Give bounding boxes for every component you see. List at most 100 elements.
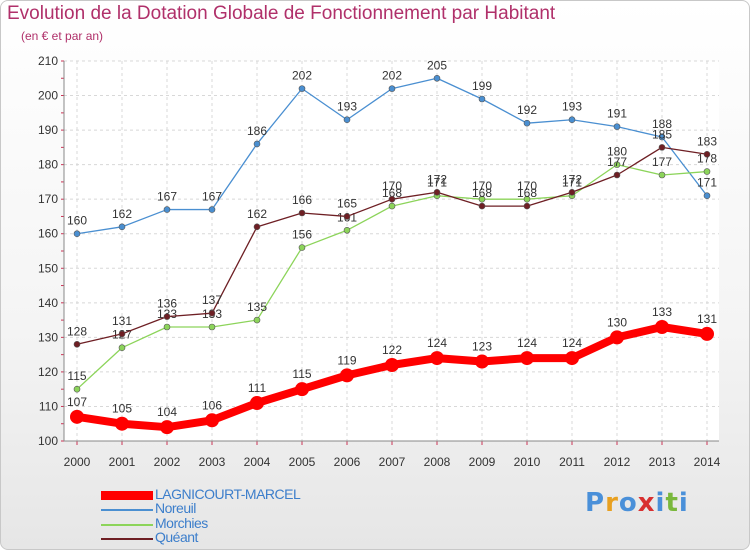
y-tick-label-180: 180 [38, 158, 58, 172]
y-tick-label-110: 110 [39, 399, 58, 413]
data-point-lagnicourt-marcel-2007 [385, 358, 399, 372]
y-tick-label-170: 170 [38, 192, 58, 206]
legend-item-lagnicourt-marcel: LAGNICOURT-MARCEL [101, 486, 361, 503]
data-point-lagnicourt-marcel-2008 [430, 351, 444, 366]
data-point-lagnicourt-marcel-2000 [70, 409, 84, 424]
data-point-lagnicourt-marcel-2004 [250, 396, 264, 410]
data-point-noreuil-2005 [298, 85, 306, 92]
data-point-noreuil-2003 [208, 206, 216, 213]
data-point-morchies-2010 [523, 195, 531, 203]
data-label-qu-ant-2007: 170 [382, 179, 402, 193]
data-label-noreuil-2000: 160 [67, 214, 87, 228]
data-label-noreuil-2005: 202 [292, 69, 312, 83]
x-tick-label-2005: 2005 [289, 455, 316, 469]
y-tick-label-210: 210 [38, 54, 58, 68]
data-point-morchies-2012 [613, 161, 621, 168]
data-point-noreuil-2008 [433, 74, 441, 82]
x-tick-label-2006: 2006 [334, 455, 361, 469]
data-label-lagnicourt-marcel-2009: 123 [472, 340, 492, 354]
data-point-noreuil-2013 [658, 133, 666, 141]
data-point-noreuil-2014 [703, 192, 711, 200]
x-tick-label-2001: 2001 [109, 455, 136, 469]
legend-swatch-morchies [101, 524, 153, 526]
data-label-qu-ant-2008: 172 [427, 172, 447, 186]
y-tick-label-140: 140 [38, 296, 58, 310]
data-label-morchies-2014: 178 [697, 152, 717, 166]
data-label-qu-ant-2006: 165 [337, 196, 357, 210]
data-label-noreuil-2010: 192 [517, 103, 537, 117]
logo-letter: P [585, 488, 606, 518]
data-point-noreuil-2012 [613, 123, 621, 130]
data-point-morchies-2007 [388, 202, 396, 210]
logo-letter: r [605, 488, 619, 518]
data-label-lagnicourt-marcel-2002: 104 [157, 405, 177, 419]
data-point-qu-ant-2005 [298, 209, 306, 217]
data-label-qu-ant-2014: 183 [697, 134, 717, 148]
data-point-noreuil-2009 [478, 95, 486, 103]
legend-label-lagnicourt-marcel: LAGNICOURT-MARCEL [155, 486, 301, 502]
y-tick-label-200: 200 [38, 89, 58, 103]
data-point-morchies-2003 [208, 323, 216, 331]
data-label-qu-ant-2001: 131 [112, 314, 132, 328]
x-tick-label-2010: 2010 [514, 455, 541, 469]
data-point-noreuil-2002 [163, 206, 171, 213]
data-label-lagnicourt-marcel-2000: 107 [67, 395, 87, 409]
data-point-morchies-2000 [73, 385, 81, 393]
data-point-noreuil-2004 [253, 140, 261, 148]
data-point-morchies-2013 [658, 171, 666, 179]
data-point-qu-ant-2013 [658, 144, 666, 151]
data-point-morchies-2005 [298, 244, 306, 251]
data-label-noreuil-2012: 191 [607, 107, 627, 121]
data-label-qu-ant-2009: 168 [472, 186, 492, 200]
legend-label-morchies: Morchies [155, 515, 208, 531]
data-label-lagnicourt-marcel-2010: 124 [517, 336, 537, 350]
data-point-morchies-2004 [253, 316, 261, 324]
data-label-noreuil-2003: 167 [202, 190, 222, 204]
plot-area [64, 61, 719, 441]
data-point-qu-ant-2006 [343, 213, 351, 220]
data-point-qu-ant-2010 [523, 202, 531, 210]
legend-label-noreuil: Noreuil [155, 500, 196, 516]
data-label-lagnicourt-marcel-2001: 105 [112, 402, 132, 416]
data-label-lagnicourt-marcel-2011: 124 [562, 336, 582, 350]
data-label-morchies-2012: 180 [607, 145, 627, 159]
data-label-noreuil-2002: 167 [157, 190, 177, 204]
data-point-lagnicourt-marcel-2011 [565, 351, 579, 366]
data-label-noreuil-2009: 199 [472, 79, 492, 93]
data-label-morchies-2004: 135 [247, 300, 267, 314]
data-point-morchies-2002 [163, 323, 171, 331]
data-label-morchies-2007: 168 [382, 186, 402, 200]
data-label-qu-ant-2003: 137 [202, 293, 222, 307]
data-label-qu-ant-2013: 185 [652, 127, 672, 141]
data-point-lagnicourt-marcel-2005 [295, 382, 309, 397]
data-point-noreuil-2006 [343, 116, 351, 124]
chart-subtitle: (en € et par an) [21, 29, 104, 43]
data-point-qu-ant-2001 [118, 330, 126, 338]
data-point-qu-ant-2002 [163, 313, 171, 320]
chart-title: Evolution de la Dotation Globale de Fonc… [7, 3, 556, 24]
data-label-morchies-2005: 156 [292, 228, 312, 242]
data-label-noreuil-2001: 162 [112, 207, 132, 221]
data-label-qu-ant-2004: 162 [247, 207, 267, 221]
data-label-noreuil-2011: 193 [562, 100, 582, 114]
data-point-lagnicourt-marcel-2009 [475, 354, 489, 369]
data-point-noreuil-2007 [388, 85, 396, 92]
legend-swatch-queant [101, 538, 153, 540]
data-label-lagnicourt-marcel-2005: 115 [292, 367, 311, 381]
data-label-noreuil-2013: 188 [652, 117, 672, 131]
data-label-qu-ant-2010: 168 [517, 186, 537, 200]
data-label-lagnicourt-marcel-2008: 124 [427, 336, 447, 350]
logo-letter: o [618, 488, 638, 518]
data-point-lagnicourt-marcel-2013 [655, 320, 669, 334]
data-label-morchies-2009: 170 [472, 179, 492, 193]
data-label-noreuil-2014: 171 [697, 176, 717, 190]
data-point-lagnicourt-marcel-2002 [160, 420, 174, 435]
data-point-qu-ant-2011 [568, 188, 576, 196]
y-tick-label-190: 190 [38, 123, 58, 137]
data-label-noreuil-2004: 186 [247, 124, 267, 138]
y-tick-label-150: 150 [38, 261, 58, 275]
x-tick-label-2000: 2000 [64, 455, 91, 469]
data-point-noreuil-2011 [568, 116, 576, 124]
logo-letter: i [678, 488, 689, 518]
